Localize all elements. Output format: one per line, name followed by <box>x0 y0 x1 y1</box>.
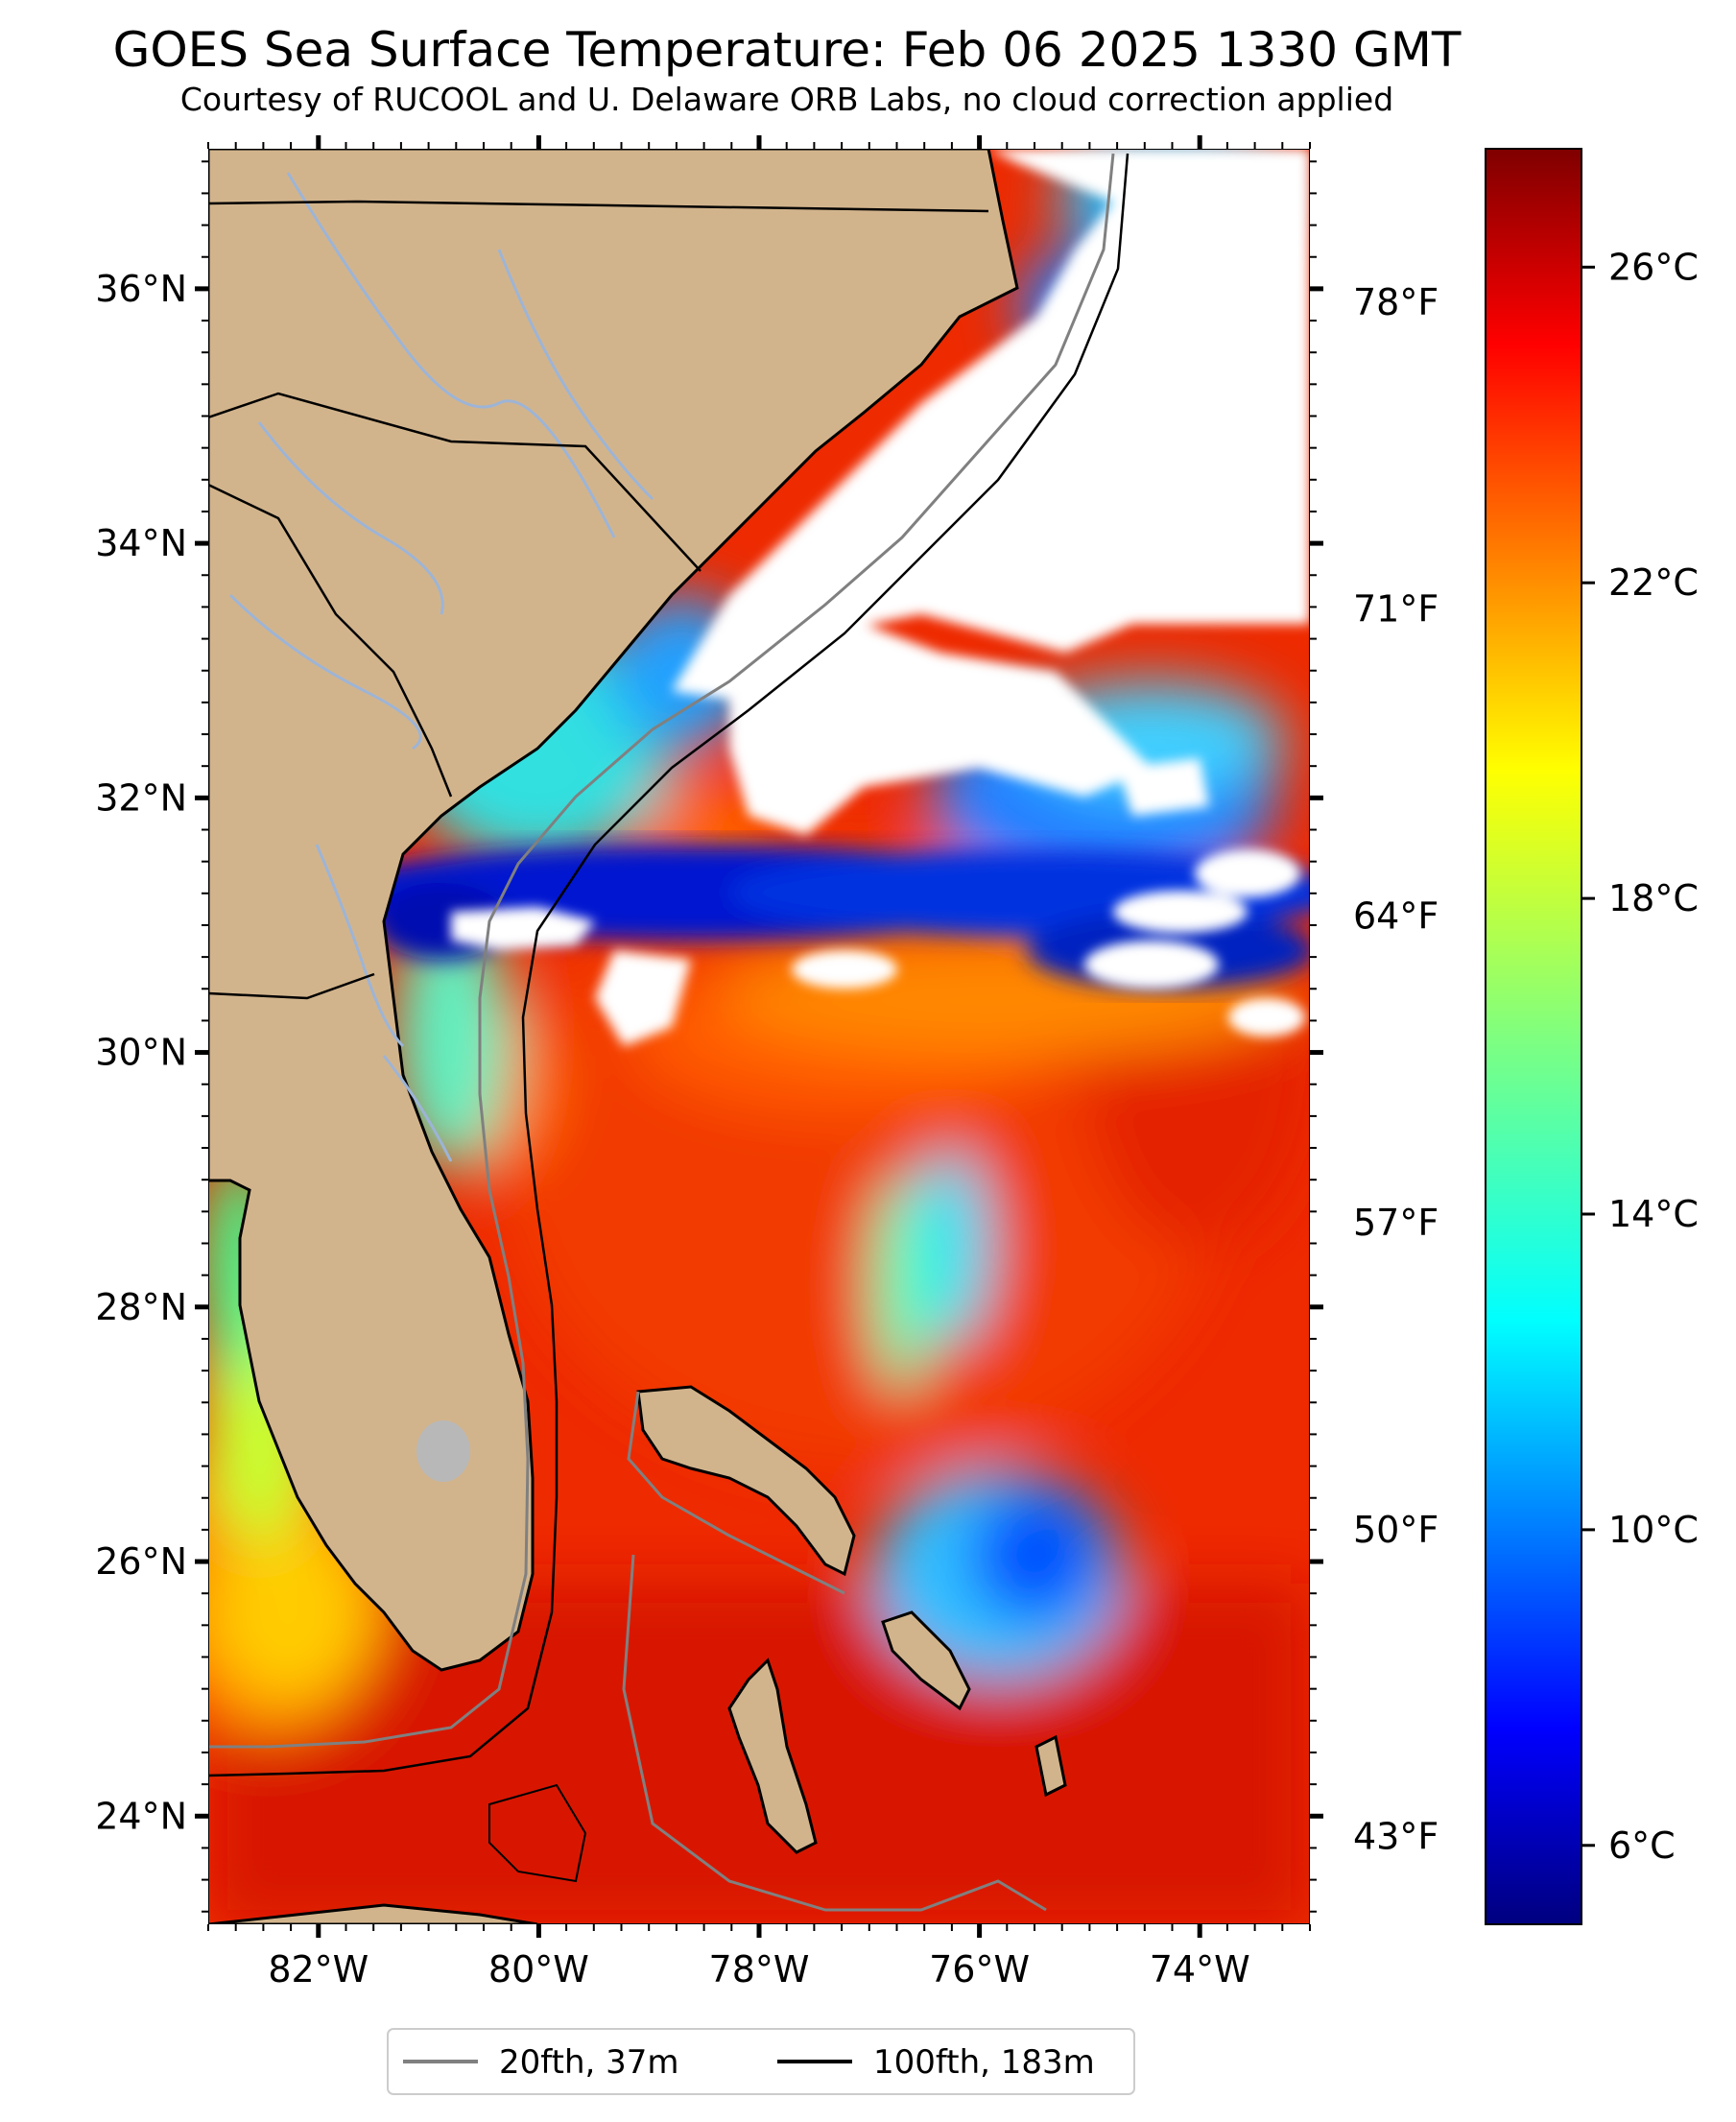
lat-tick-label: 36°N <box>95 268 187 310</box>
contour-100fth <box>208 153 1130 1777</box>
us-mainland <box>208 149 1019 1672</box>
colorbar-gradient <box>1485 148 1582 1925</box>
rivers <box>228 172 654 1162</box>
fahrenheit-tick-label: 64°F <box>1353 894 1439 937</box>
map-subtitle: Courtesy of RUCOOL and U. Delaware ORB L… <box>179 81 1394 118</box>
contour-20fth <box>208 153 1115 1749</box>
fahrenheit-tick-label: 57°F <box>1353 1202 1439 1244</box>
bahama-islets <box>1034 1734 1067 1798</box>
lon-tick-label: 74°W <box>1150 1948 1250 1991</box>
lat-tick-label: 28°N <box>95 1286 187 1328</box>
fahrenheit-tick-label: 43°F <box>1353 1816 1439 1858</box>
lat-tick-label: 24°N <box>95 1795 187 1837</box>
state-borders <box>208 200 989 1000</box>
lon-tick-label: 80°W <box>488 1948 589 1991</box>
legend-label-100fth: 100fth, 183m <box>873 2043 1095 2082</box>
colorbar-tick-label: 18°C <box>1608 877 1699 919</box>
colorbar-tick-label: 10°C <box>1608 1509 1699 1551</box>
andros-island <box>727 1657 818 1854</box>
colorbar-tick-label: 6°C <box>1608 1824 1676 1867</box>
fahrenheit-tick-label: 50°F <box>1353 1509 1439 1551</box>
map-title: GOES Sea Surface Temperature: Feb 06 202… <box>112 22 1462 78</box>
map-area <box>208 149 1310 1924</box>
lon-tick-label: 76°W <box>929 1948 1030 1991</box>
fahrenheit-tick-label: 78°F <box>1353 281 1439 323</box>
lon-tick-label: 78°W <box>709 1948 810 1991</box>
eleuthera-island <box>881 1610 971 1711</box>
colorbar: 26°C 22°C 18°C 14°C 10°C 6°C 78°F 71°F 64°F 57°F 5… <box>1353 148 1699 1925</box>
legend-box <box>387 2028 1135 2095</box>
lat-tick-label: 32°N <box>95 776 187 819</box>
sst-field <box>208 149 1310 1924</box>
colorbar-tick-label: 14°C <box>1608 1193 1699 1235</box>
land-masses <box>208 149 1067 1924</box>
cuba-fragment <box>208 1903 538 1924</box>
contour-legend: 20fth, 37m 100fth, 183m <box>387 2028 1135 2095</box>
fahrenheit-tick-label: 71°F <box>1353 588 1439 631</box>
colorbar-tick-label: 22°C <box>1608 561 1699 604</box>
depth-contours <box>208 153 1130 1912</box>
legend-label-20fth: 20fth, 37m <box>499 2043 679 2082</box>
lake-okeechobee <box>416 1420 470 1482</box>
lat-tick-label: 34°N <box>95 522 187 564</box>
lat-tick-label: 26°N <box>95 1540 187 1583</box>
lon-tick-label: 82°W <box>268 1948 369 1991</box>
colorbar-tick-label: 26°C <box>1608 246 1699 288</box>
colorbar-ticks: 26°C 22°C 18°C 14°C 10°C 6°C 78°F 71°F 64°F 57°F 5… <box>1353 246 1699 1866</box>
map-axes: 82°W 80°W 78°W 76°W 74°W 36°N 34°N 32°N 30°N 28°N… <box>95 135 1323 1991</box>
great-abaco-island <box>636 1385 856 1577</box>
lat-tick-label: 30°N <box>95 1032 187 1074</box>
